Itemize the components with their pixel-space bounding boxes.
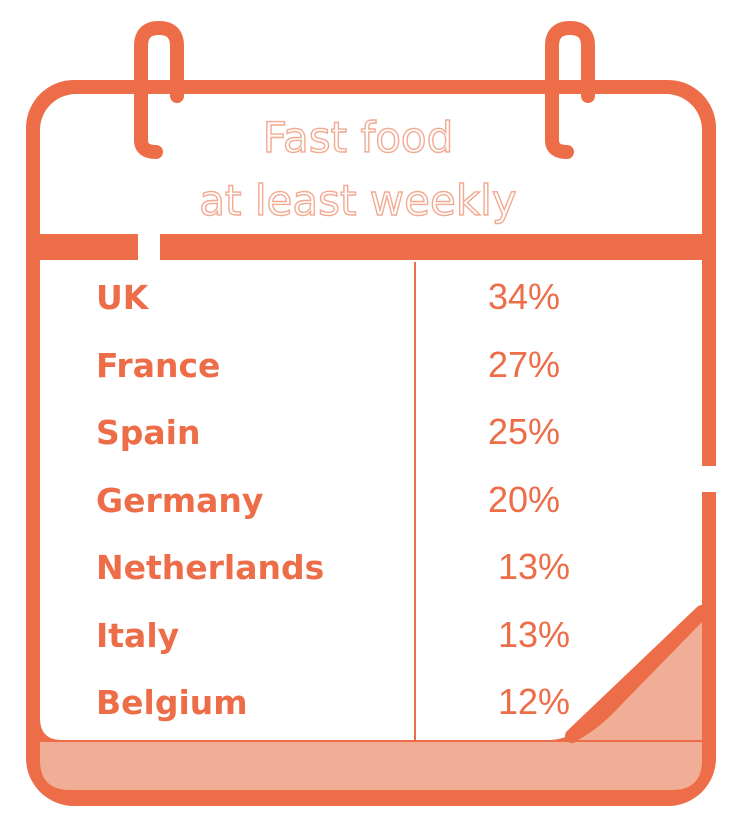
table-row-label: Netherlands — [96, 548, 325, 587]
table-row-label: Germany — [96, 481, 264, 520]
table-row-label: Italy — [96, 616, 180, 655]
binder-ring-left-hook — [134, 89, 163, 159]
table-row-value: 12% — [498, 681, 571, 722]
frame-side-gap — [702, 466, 728, 492]
calendar-bottom-band — [40, 742, 702, 790]
table-row-value: 20% — [488, 479, 561, 520]
table-row-value: 13% — [498, 546, 571, 587]
table-row-label: France — [96, 346, 221, 385]
chart-title-line1: Fast food — [263, 113, 454, 162]
binder-ring-right-hook — [545, 89, 574, 159]
table-row-value: 13% — [498, 614, 571, 655]
folded-corner — [578, 622, 702, 740]
binder-ring-left — [134, 20, 184, 103]
header-divider-gap — [138, 234, 160, 260]
table-row-value: 25% — [488, 411, 561, 452]
folded-corner-edge — [565, 605, 709, 743]
table-row-label: Belgium — [96, 683, 248, 722]
calendar-page — [40, 260, 702, 740]
chart-title-line2: at least weekly — [199, 176, 516, 225]
table-row-label: UK — [96, 278, 149, 317]
table-row-value: 34% — [488, 276, 561, 317]
table-row-label: Spain — [96, 413, 201, 452]
binder-ring-right — [545, 20, 595, 103]
table-row-value: 27% — [488, 344, 561, 385]
